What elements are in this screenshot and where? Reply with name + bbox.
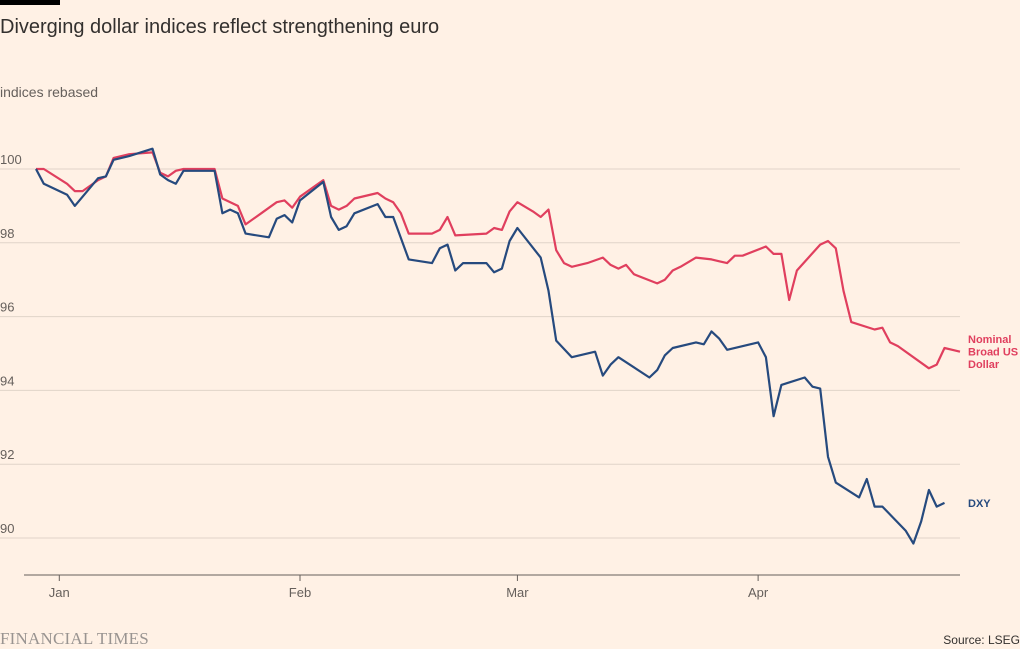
series-lines	[35, 147, 961, 545]
y-tick-label-96: 96	[0, 300, 14, 315]
series-label-line: Broad US	[968, 347, 1018, 359]
ft-logo: FINANCIAL TIMES	[0, 629, 149, 648]
x-tick-label-apr: Apr	[748, 585, 769, 600]
series-line-nominal-broad-us-dollar	[36, 151, 961, 370]
brand-top-bar	[0, 0, 60, 5]
y-axis-ticks: 90 92 94 96 98 100	[0, 152, 22, 536]
source-note: Source: LSEG	[943, 633, 1020, 647]
series-label-line: Dollar	[968, 359, 1000, 371]
series-labels: Nominal Broad US Dollar DXY	[968, 334, 1018, 510]
x-tick-label-mar: Mar	[506, 585, 529, 600]
x-tick-label-jan: Jan	[49, 585, 70, 600]
gridlines	[0, 168, 960, 539]
series-label-line: DXY	[968, 498, 991, 510]
y-tick-label-94: 94	[0, 373, 14, 388]
x-tick-label-feb: Feb	[289, 585, 311, 600]
series-label-nominal-broad-us-dollar: Nominal Broad US Dollar	[968, 334, 1018, 371]
y-tick-label-98: 98	[0, 226, 14, 241]
y-axis-unit-label: indices rebased	[0, 84, 99, 100]
line-chart: 90 92 94 96 98 100 Jan Feb Mar Apr Nominal Broad …	[0, 147, 1018, 600]
chart-title: Diverging dollar indices reflect strengt…	[0, 16, 440, 38]
y-tick-label-100: 100	[0, 152, 22, 167]
y-tick-label-92: 92	[0, 447, 14, 462]
series-label-dxy: DXY	[968, 498, 991, 510]
series-line-dxy	[35, 147, 945, 545]
series-label-line: Nominal	[968, 334, 1011, 346]
y-tick-label-90: 90	[0, 521, 14, 536]
x-axis: Jan Feb Mar Apr	[24, 574, 960, 600]
